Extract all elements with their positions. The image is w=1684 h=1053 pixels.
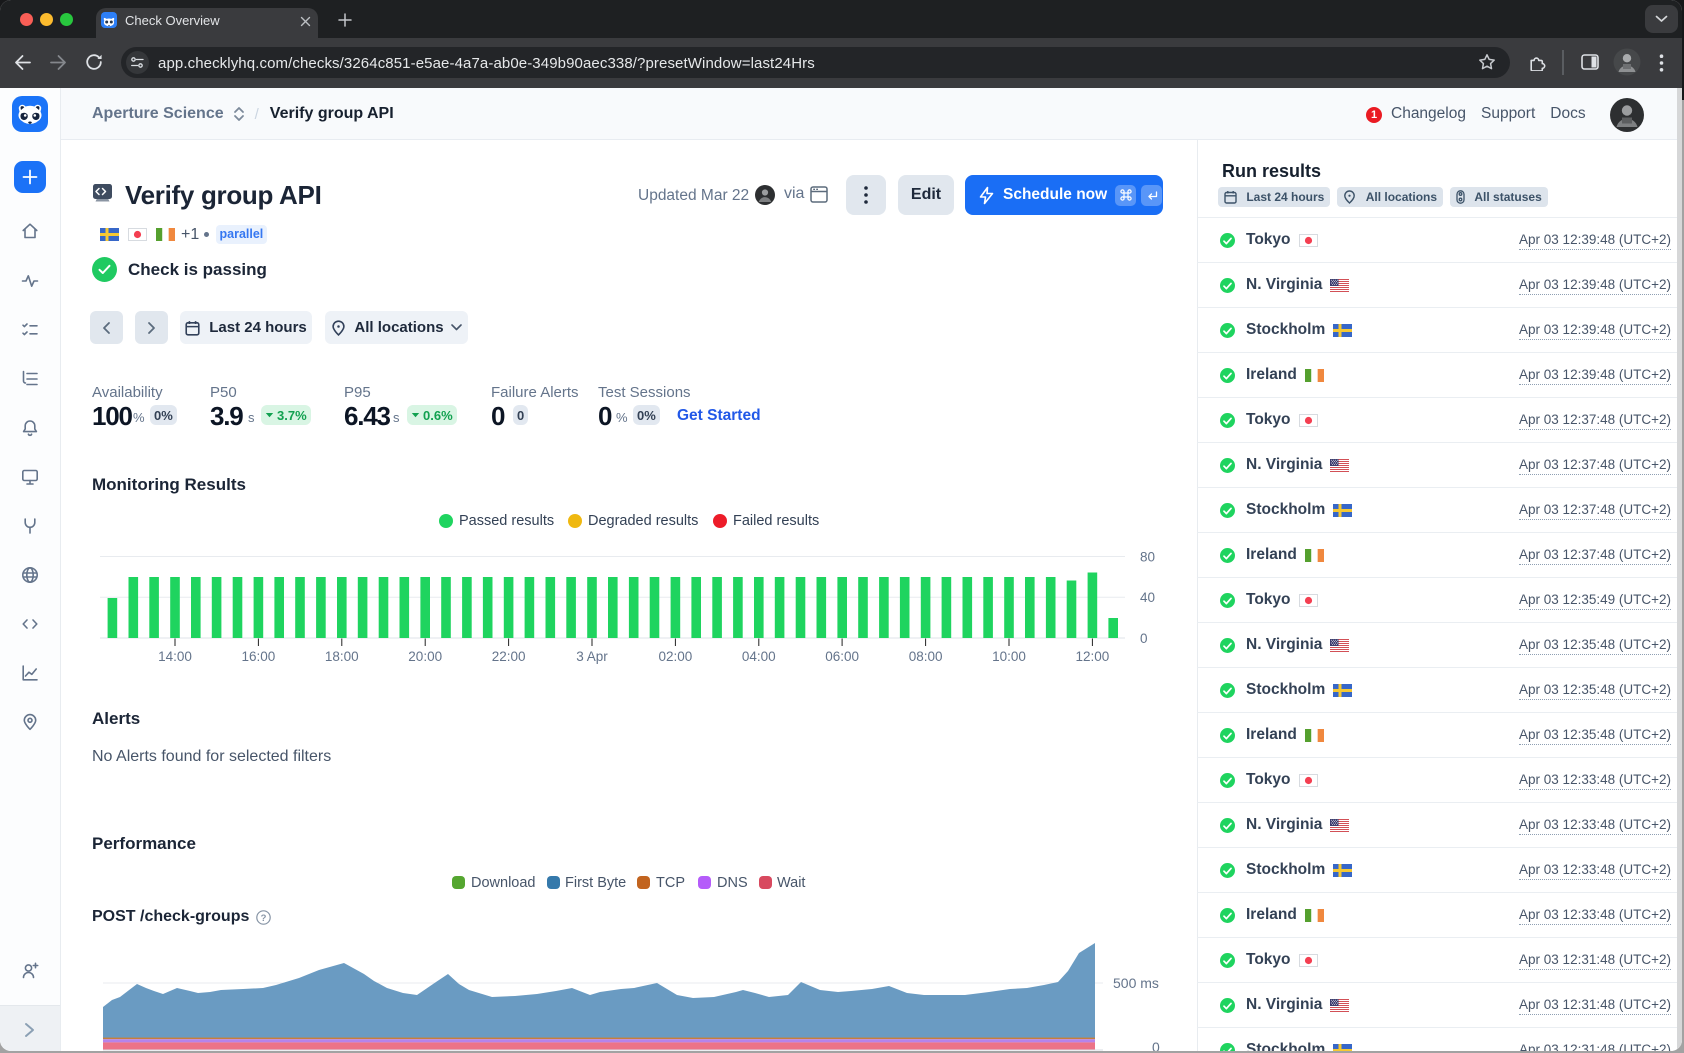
svg-text:10:00: 10:00: [992, 649, 1026, 664]
svg-text:18:00: 18:00: [325, 649, 359, 664]
svg-text:40: 40: [1140, 590, 1155, 605]
svg-text:14:00: 14:00: [158, 649, 192, 664]
svg-text:02:00: 02:00: [659, 649, 693, 664]
svg-text:3 Apr: 3 Apr: [576, 649, 608, 664]
svg-text:12:00: 12:00: [1076, 649, 1110, 664]
svg-text:?: ?: [261, 912, 267, 923]
svg-text:500 ms: 500 ms: [1113, 975, 1159, 991]
svg-text:16:00: 16:00: [242, 649, 276, 664]
svg-text:06:00: 06:00: [825, 649, 859, 664]
svg-text:80: 80: [1140, 550, 1155, 565]
svg-text:08:00: 08:00: [909, 649, 943, 664]
svg-text:22:00: 22:00: [492, 649, 526, 664]
svg-text:20:00: 20:00: [408, 649, 442, 664]
svg-text:0: 0: [1140, 631, 1148, 646]
svg-text:04:00: 04:00: [742, 649, 776, 664]
svg-text:0: 0: [1152, 1039, 1160, 1051]
